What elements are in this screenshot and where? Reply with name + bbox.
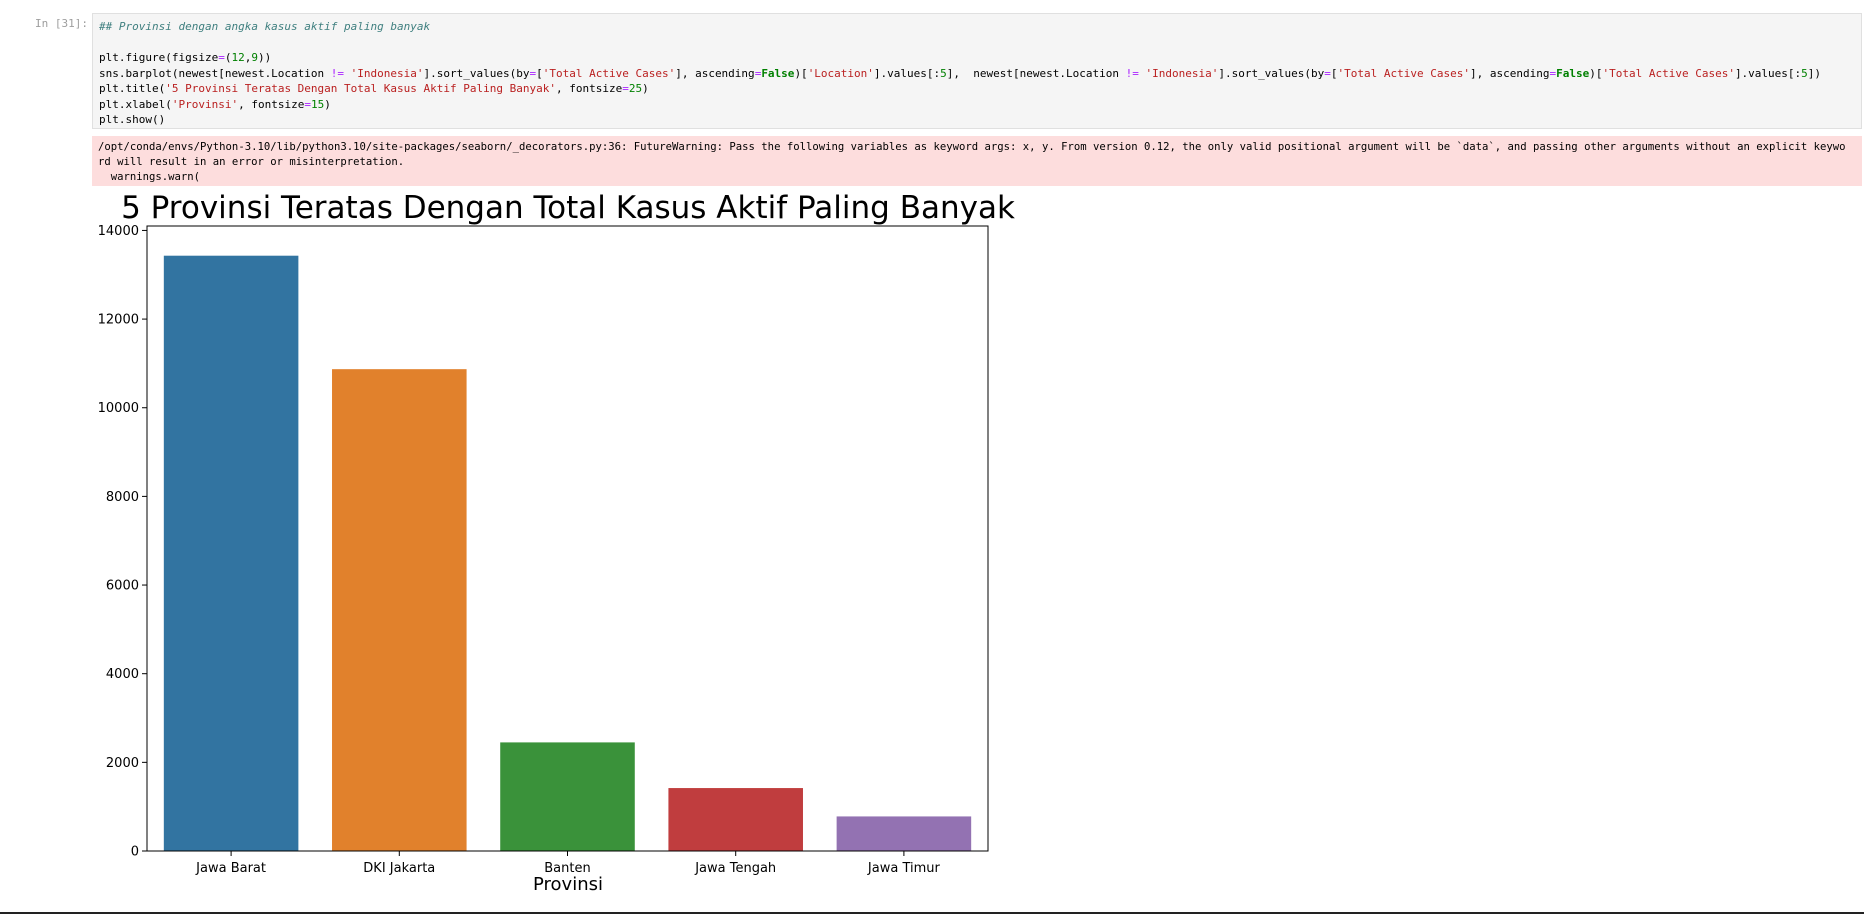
y-tick-label: 2000 [106, 756, 139, 771]
y-tick-label: 14000 [98, 224, 139, 239]
bar-jawa-tengah [668, 788, 803, 851]
cell-prompt: In [31]: [35, 17, 88, 30]
code-line: plt.xlabel('Provinsi', fontsize=15) [99, 97, 331, 111]
code-line: sns.barplot(newest[newest.Location != 'I… [99, 66, 1822, 80]
code-line: plt.title('5 Provinsi Teratas Dengan Tot… [99, 82, 649, 95]
x-tick-label: Jawa Tengah [694, 861, 776, 876]
y-tick-label: 12000 [98, 313, 139, 328]
x-tick-label: Jawa Barat [195, 861, 266, 876]
code-editor[interactable]: ## Provinsi dengan angka kasus aktif pal… [99, 19, 1857, 128]
bar-chart: 5 Provinsi Teratas Dengan Total Kasus Ak… [98, 190, 1015, 895]
plot-frame [146, 225, 989, 852]
bars [163, 255, 972, 851]
x-axis-label: Provinsi [533, 874, 603, 895]
warning-text: /opt/conda/envs/Python-3.10/lib/python3.… [98, 141, 1846, 183]
window-bottom-edge [0, 912, 1864, 914]
bar-dki-jakarta [332, 369, 467, 851]
x-tick-label: DKI Jakarta [363, 861, 435, 876]
bar-jawa-barat [163, 255, 299, 851]
chart-figure: 5 Provinsi Teratas Dengan Total Kasus Ak… [92, 186, 1052, 904]
y-tick-label: 6000 [106, 579, 139, 594]
x-tick-label: Jawa Timur [867, 861, 941, 876]
x-tick-label: Banten [544, 861, 590, 876]
bar-jawa-timur [836, 816, 972, 851]
code-cell-input[interactable]: ## Provinsi dengan angka kasus aktif pal… [92, 13, 1862, 129]
code-line: plt.figure(figsize=(12,9)) [99, 51, 272, 64]
bar-banten [500, 742, 635, 851]
y-tick-label: 8000 [106, 490, 139, 505]
x-axis: Jawa Barat DKI Jakarta Banten Jawa Tengah Ja… [195, 851, 941, 876]
stderr-output: /opt/conda/envs/Python-3.10/lib/python3.… [92, 136, 1862, 186]
y-tick-label: 0 [131, 845, 139, 860]
y-axis: 0 2000 4000 6000 8000 10000 12000 14000 [98, 224, 147, 860]
code-line: ## Provinsi dengan angka kasus aktif pal… [99, 20, 431, 33]
code-line [99, 35, 1857, 51]
chart-title: 5 Provinsi Teratas Dengan Total Kasus Ak… [121, 190, 1015, 226]
y-tick-label: 4000 [106, 667, 139, 682]
code-line: plt.show() [99, 113, 166, 126]
y-tick-label: 10000 [98, 401, 139, 416]
